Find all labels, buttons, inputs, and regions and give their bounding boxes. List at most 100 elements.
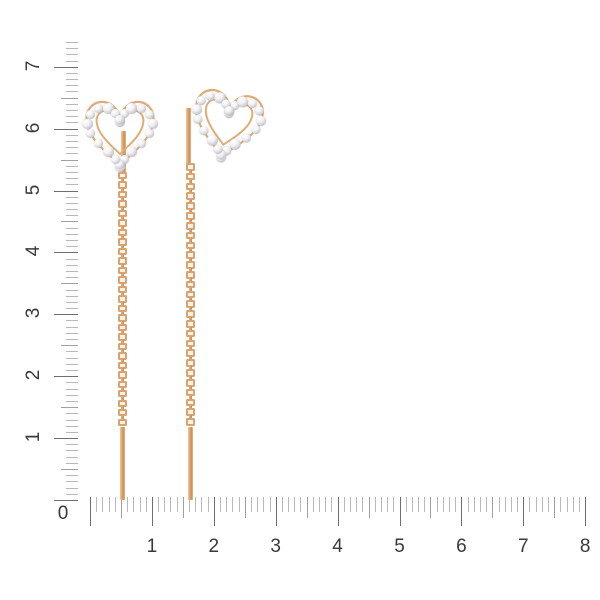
horizontal-ruler-minor-tick (96, 497, 97, 512)
horizontal-ruler-minor-tick (536, 497, 537, 512)
chain-connector (189, 278, 192, 282)
chain-link (186, 369, 195, 377)
horizontal-ruler-minor-tick (449, 497, 450, 512)
chain-link (186, 221, 195, 230)
chain-link (118, 219, 127, 227)
horizontal-ruler-minor-tick (418, 497, 419, 512)
horizontal-ruler-minor-tick (331, 497, 332, 512)
horizontal-ruler-minor-tick (344, 497, 345, 512)
vertical-ruler-major-tick (54, 500, 78, 501)
vertical-ruler-minor-tick (66, 463, 78, 464)
vertical-ruler-label-1: 1 (23, 431, 44, 443)
horizontal-ruler-label-7: 7 (518, 536, 529, 557)
vertical-ruler-minor-tick (66, 203, 78, 204)
chain-link (186, 359, 195, 367)
horizontal-ruler-minor-tick (164, 497, 165, 512)
horizontal-ruler-minor-tick (455, 497, 456, 512)
horizontal-ruler-minor-tick (170, 497, 171, 512)
vertical-ruler-minor-tick (66, 382, 78, 383)
chain-link (118, 314, 127, 322)
chain-connector (189, 179, 192, 184)
chain-connector (121, 321, 124, 325)
horizontal-ruler-minor-tick (560, 497, 561, 512)
horizontal-ruler-minor-tick (300, 497, 301, 512)
vertical-ruler-minor-tick (66, 54, 78, 55)
horizontal-ruler-minor-tick (245, 497, 246, 518)
chain-connector (189, 376, 192, 380)
horizontal-ruler-minor-tick (511, 497, 512, 512)
vertical-ruler-minor-tick (66, 73, 78, 74)
horizontal-ruler-minor-tick (313, 497, 314, 512)
vertical-ruler-minor-tick (66, 85, 78, 86)
chain-connector (189, 307, 192, 311)
diamond-stone (136, 138, 146, 148)
vertical-ruler-minor-tick (66, 320, 78, 321)
chain-connector (121, 358, 124, 363)
chain-connector (121, 349, 124, 353)
chain-connector (189, 317, 192, 321)
right-earring-bar-end (188, 427, 193, 500)
vertical-ruler-minor-tick (66, 172, 78, 173)
horizontal-ruler-minor-tick (208, 497, 209, 512)
chain-link (118, 181, 127, 189)
horizontal-ruler-minor-tick (424, 497, 425, 512)
horizontal-ruler-minor-tick (232, 497, 233, 512)
horizontal-ruler-minor-tick (282, 497, 283, 512)
chain-link (186, 408, 195, 416)
diamond-stone (126, 102, 137, 114)
diamond-stone (85, 109, 95, 119)
vertical-ruler-minor-tick (66, 122, 78, 123)
chain-connector (189, 346, 192, 351)
horizontal-ruler-minor-tick (356, 497, 357, 512)
chain-connector (121, 216, 124, 220)
horizontal-ruler-minor-tick (201, 497, 202, 512)
chain-link (118, 238, 127, 246)
horizontal-ruler-minor-tick (387, 497, 388, 512)
vertical-ruler-minor-tick (66, 184, 78, 185)
vertical-ruler-minor-tick (66, 395, 78, 396)
horizontal-ruler-minor-tick (375, 497, 376, 512)
chain-link (186, 202, 195, 210)
vertical-ruler-major-tick (54, 314, 78, 315)
horizontal-ruler-label-2: 2 (208, 536, 220, 557)
chain-connector (121, 415, 124, 420)
chain-connector (121, 340, 124, 344)
vertical-ruler-label-2: 2 (23, 369, 44, 381)
horizontal-ruler-label-3: 3 (270, 536, 281, 557)
horizontal-ruler-minor-tick (319, 497, 320, 512)
horizontal-ruler-minor-tick (443, 497, 444, 512)
horizontal-ruler-minor-tick (109, 497, 110, 512)
diamond-stone (145, 129, 155, 139)
chain-connector (121, 264, 124, 268)
horizontal-ruler-minor-tick (468, 497, 469, 512)
vertical-ruler-major-tick (54, 129, 78, 130)
chain-link (186, 270, 195, 279)
chain-link (118, 361, 127, 370)
vertical-ruler-minor-tick (66, 358, 78, 359)
right-earring-chain (186, 163, 195, 428)
vertical-ruler-minor-tick (66, 413, 78, 414)
chain-link (118, 209, 127, 218)
chain-connector (189, 415, 192, 419)
chain-connector (121, 235, 124, 239)
chain-connector (121, 254, 124, 258)
chain-connector (189, 287, 192, 292)
chain-link (118, 380, 127, 388)
vertical-ruler-major-tick (54, 191, 78, 192)
chain-link (186, 251, 195, 259)
horizontal-ruler-minor-tick (412, 497, 413, 512)
right-heart-pendant (183, 82, 270, 166)
horizontal-ruler-minor-tick (486, 497, 487, 512)
horizontal-ruler-major-tick (523, 497, 524, 526)
vertical-ruler-minor-tick (66, 215, 78, 216)
horizontal-ruler-label-5: 5 (394, 536, 405, 557)
vertical-ruler-minor-tick (61, 160, 78, 161)
horizontal-ruler-minor-tick (127, 497, 128, 512)
vertical-ruler-minor-tick (66, 135, 78, 136)
horizontal-ruler-minor-tick (226, 497, 227, 512)
chain-link (186, 388, 195, 397)
vertical-ruler-minor-tick (66, 389, 78, 390)
chain-connector (121, 226, 124, 230)
horizontal-ruler-minor-tick (133, 497, 134, 512)
